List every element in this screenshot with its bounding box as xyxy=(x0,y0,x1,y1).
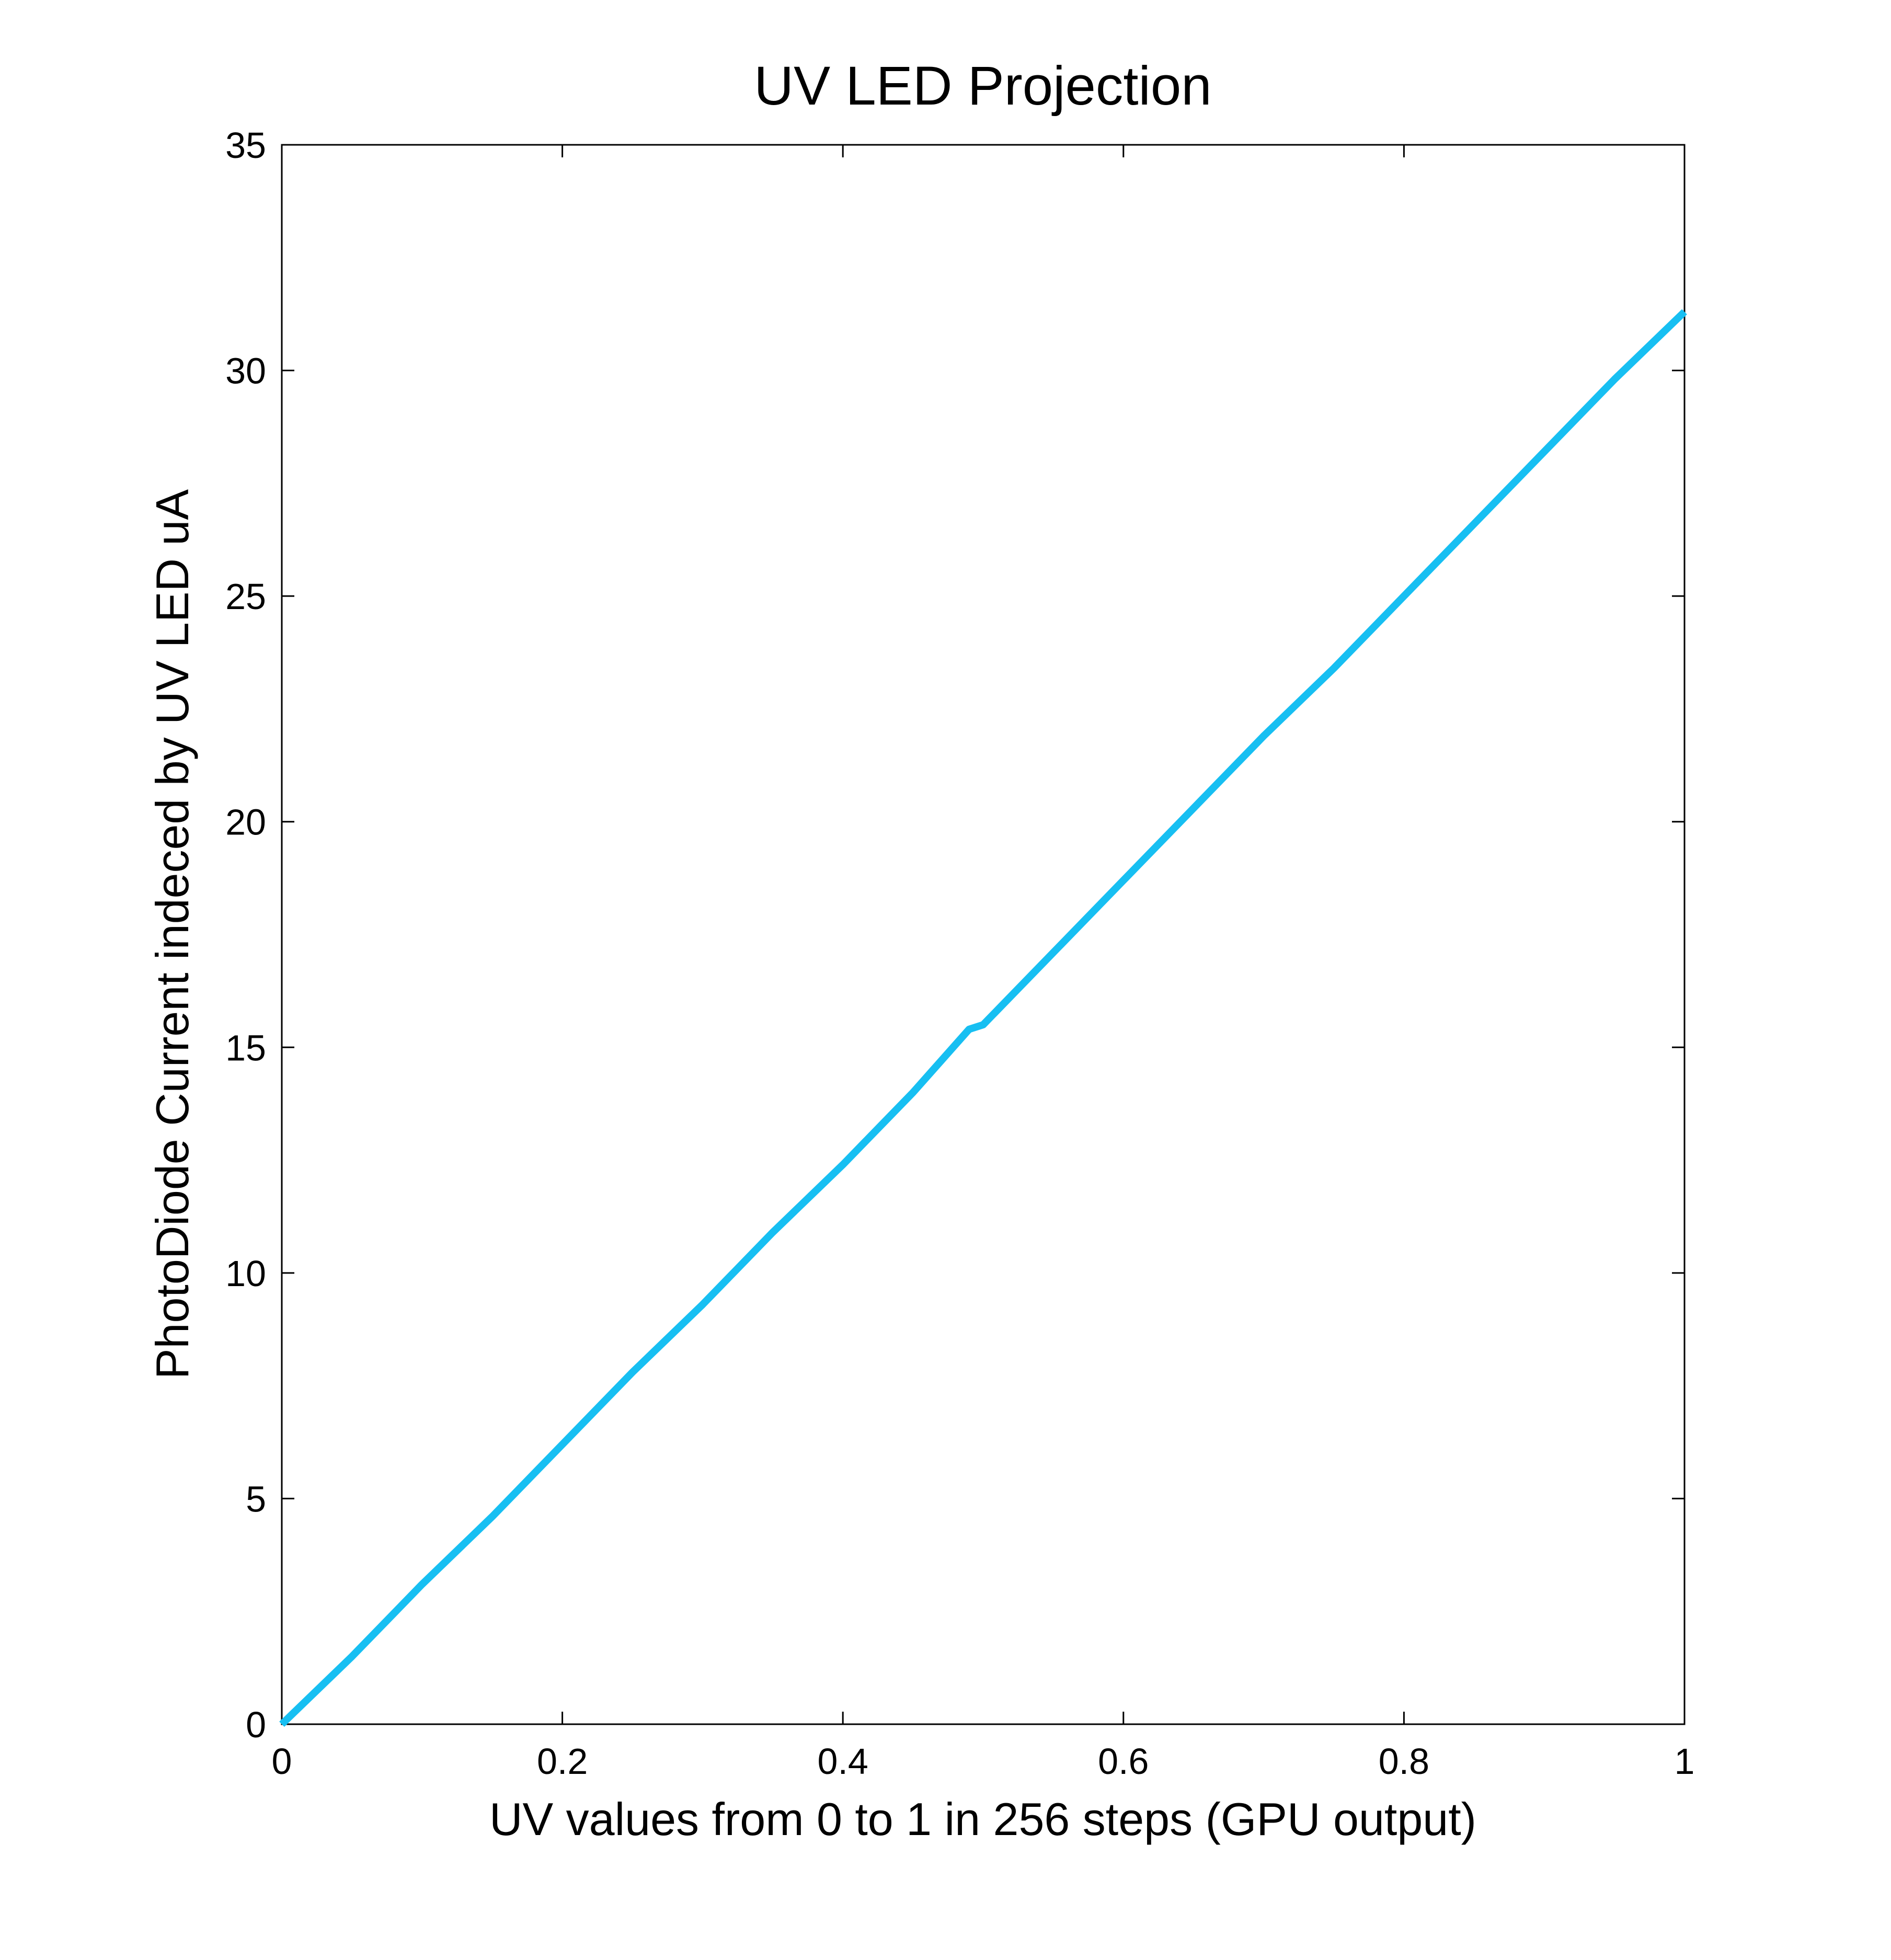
x-tick-label: 1 xyxy=(1675,1741,1695,1782)
y-tick-label: 0 xyxy=(246,1704,266,1745)
y-tick-label: 5 xyxy=(246,1478,266,1519)
y-axis-label: PhotoDiode Current indeced by UV LED uA xyxy=(146,489,198,1380)
y-tick-label: 25 xyxy=(225,576,266,617)
y-tick-label: 15 xyxy=(225,1027,266,1068)
x-tick-label: 0.2 xyxy=(537,1741,588,1782)
y-tick-label: 30 xyxy=(225,351,266,392)
y-tick-label: 20 xyxy=(225,802,266,843)
x-axis-label: UV values from 0 to 1 in 256 steps (GPU … xyxy=(489,1793,1476,1845)
x-tick-label: 0.6 xyxy=(1098,1741,1149,1782)
chart-title: UV LED Projection xyxy=(754,55,1211,117)
y-tick-label: 35 xyxy=(225,125,266,166)
x-tick-label: 0 xyxy=(272,1741,292,1782)
y-tick-label: 10 xyxy=(225,1253,266,1294)
x-tick-label: 0.4 xyxy=(818,1741,868,1782)
x-tick-label: 0.8 xyxy=(1379,1741,1429,1782)
data-line xyxy=(279,309,1687,1727)
plot-frame xyxy=(281,144,1686,1725)
